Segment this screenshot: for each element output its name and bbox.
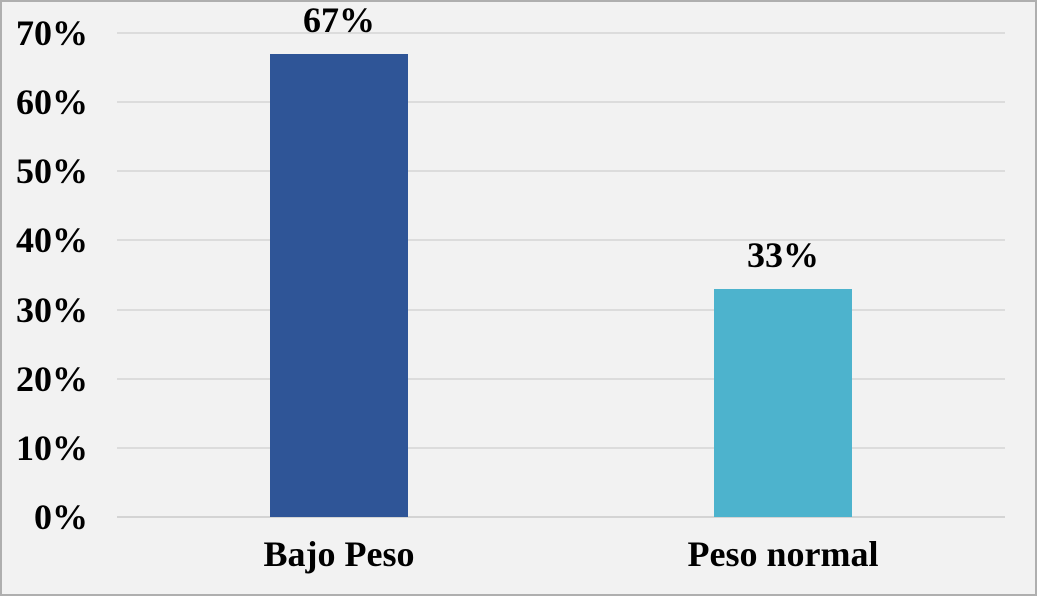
gridline <box>117 239 1005 241</box>
gridline <box>117 101 1005 103</box>
y-axis-tick-label: 20% <box>16 359 88 399</box>
x-axis-category-label: Peso normal <box>687 534 879 574</box>
bar-peso-normal <box>714 289 852 517</box>
y-axis-tick-label: 40% <box>16 220 88 260</box>
y-axis-tick-label: 70% <box>16 13 88 53</box>
bar-value-label: 67% <box>303 0 375 40</box>
gridline <box>117 309 1005 311</box>
y-axis-tick-label: 60% <box>16 82 88 122</box>
x-axis-category-label: Bajo Peso <box>263 534 415 574</box>
gridline <box>117 378 1005 380</box>
bar-bajo-peso <box>270 54 408 517</box>
y-axis-tick-label: 30% <box>16 290 88 330</box>
y-axis-tick-label: 50% <box>16 151 88 191</box>
x-axis-line <box>117 516 1005 518</box>
gridline <box>117 170 1005 172</box>
y-axis-tick-label: 10% <box>16 428 88 468</box>
y-axis-tick-label: 0% <box>34 497 88 537</box>
bar-value-label: 33% <box>747 235 819 275</box>
gridline <box>117 447 1005 449</box>
gridline <box>117 32 1005 34</box>
